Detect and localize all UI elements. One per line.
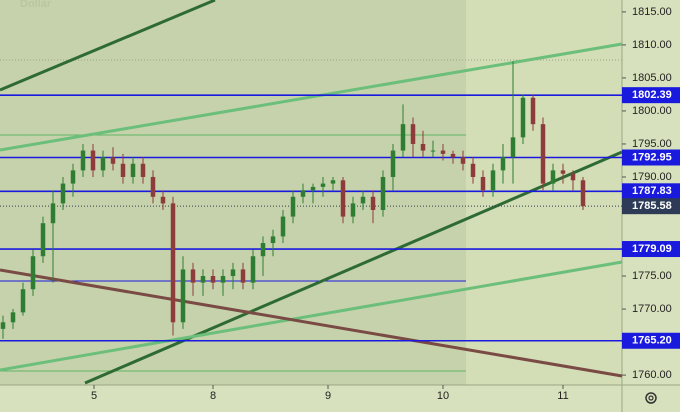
candle-body [210, 276, 216, 283]
candle-body [470, 163, 476, 177]
level-label: 1779.09 [632, 243, 672, 255]
x-tick-label: 5 [91, 390, 97, 402]
candle-body [160, 196, 166, 204]
trend-line [0, 0, 216, 92]
gear[interactable] [645, 392, 657, 404]
y-tick-label: 1775.00 [632, 270, 672, 282]
settings-icon[interactable] [645, 392, 657, 404]
candle-body [90, 150, 96, 171]
candle-body [450, 153, 456, 158]
candle-body [500, 157, 506, 171]
candle-body [320, 183, 326, 187]
candle-body [490, 170, 496, 191]
trend-line [84, 150, 623, 385]
y-tick-label: 1805.00 [632, 72, 672, 84]
candle-body [300, 190, 306, 197]
level-label: 1787.83 [632, 185, 672, 197]
candle-body [510, 137, 516, 158]
level-label: 1802.39 [632, 89, 672, 101]
candle-body [310, 186, 316, 191]
candle-body [540, 124, 546, 184]
candle-body [440, 150, 446, 154]
trend-line [0, 268, 623, 378]
candle-body [50, 203, 56, 224]
candle-body [0, 322, 6, 329]
candle-body [290, 196, 296, 217]
candle-body [370, 196, 376, 210]
watermark: Dollar [20, 0, 52, 10]
trend-line [0, 42, 623, 152]
level-label-box [622, 87, 680, 104]
session-shade [0, 0, 466, 385]
candle-body [570, 173, 576, 181]
candle-body [460, 157, 466, 164]
x-tick-label: 11 [557, 390, 568, 402]
candle-body [340, 180, 346, 217]
x-tick-label: 9 [325, 390, 331, 402]
candle-body [80, 150, 86, 171]
candle-body [420, 143, 426, 151]
candle-body [560, 170, 566, 174]
level-label: 1792.95 [632, 151, 672, 163]
x-tick-label: 10 [437, 390, 449, 402]
last-price-label: 1785.58 [632, 200, 672, 212]
candle-body [390, 150, 396, 177]
candle-body [70, 170, 76, 184]
candle-body [360, 196, 366, 204]
candle-body [550, 170, 556, 184]
candle-body [230, 269, 236, 277]
candle-body [250, 256, 256, 283]
candle-body [280, 216, 286, 237]
candle-body [480, 176, 486, 191]
level-label-box [622, 183, 680, 200]
candle-body [380, 176, 386, 210]
candle-body [60, 183, 66, 204]
candle-body [110, 157, 116, 164]
level-label-box [622, 332, 680, 349]
candle-body [270, 236, 276, 244]
candle-body [150, 176, 156, 197]
candle-body [240, 269, 246, 283]
candle-body [530, 97, 536, 125]
candle-body [410, 124, 416, 144]
candle-body [580, 180, 586, 207]
candle-body [130, 163, 136, 177]
time-axis [0, 385, 622, 412]
candle-body [350, 203, 356, 217]
candle-body [430, 150, 436, 152]
candle-body [220, 276, 226, 283]
last-price-box [622, 198, 680, 215]
y-tick-label: 1800.00 [632, 105, 672, 117]
candle-body [30, 256, 36, 290]
candle-body [40, 223, 46, 257]
candle-body [10, 312, 16, 323]
y-tick-label: 1770.00 [632, 303, 672, 315]
level-label-box [622, 241, 680, 258]
candle-body [20, 289, 26, 313]
y-tick-label: 1760.00 [632, 369, 672, 381]
level-label: 1765.20 [632, 335, 672, 347]
candle-body [140, 163, 146, 177]
y-tick-label: 1810.00 [632, 39, 672, 51]
level-label-box [622, 149, 680, 166]
x-tick-label: 8 [210, 390, 216, 402]
candle-body [520, 97, 526, 138]
trend-line [0, 260, 623, 372]
candle-body [330, 180, 336, 184]
candle-body [190, 269, 196, 283]
gear-hub[interactable] [648, 395, 654, 401]
candle-body [260, 243, 266, 257]
candle-body [100, 157, 106, 171]
candle-body [400, 124, 406, 151]
candle-body [170, 203, 176, 323]
y-tick-label: 1795.00 [632, 138, 672, 150]
y-tick-label: 1790.00 [632, 171, 672, 183]
candle-body [200, 276, 206, 283]
candle-body [120, 163, 126, 177]
y-tick-label: 1815.00 [632, 6, 672, 18]
candle-body [180, 269, 186, 323]
